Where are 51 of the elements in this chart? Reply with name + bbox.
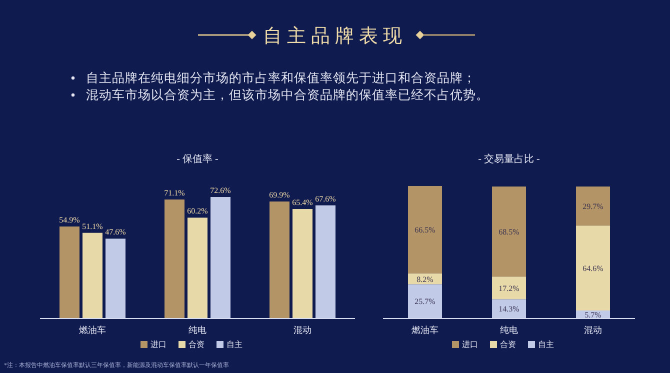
legend-label: 自主	[226, 340, 242, 349]
x-tick-label: 纯电	[188, 325, 206, 336]
text: 自主品牌表现	[263, 25, 407, 47]
data-label: 17.2%	[498, 284, 520, 293]
text: 自主品牌在纯电细分市场的市占率和保值率领先于进口和合资品牌；	[86, 70, 476, 85]
bar	[210, 197, 230, 318]
legend-label: 合资	[188, 340, 204, 349]
x-tick-label: 混动	[294, 325, 312, 336]
data-label: 71.1%	[164, 188, 186, 198]
bar	[492, 276, 526, 300]
bar	[576, 186, 610, 226]
bar	[576, 226, 610, 311]
data-label: 47.6%	[105, 228, 126, 237]
bar	[492, 299, 526, 318]
data-label: 65.4%	[292, 198, 314, 207]
data-label: 67.6%	[315, 194, 336, 204]
bar	[82, 232, 102, 318]
bar	[492, 186, 526, 277]
chart-title: - 交易量占比 -	[478, 153, 540, 165]
data-label: 51.1%	[82, 222, 104, 231]
data-label: 8.2%	[416, 274, 434, 284]
bar	[292, 209, 312, 318]
x-tick-label: 混动	[584, 325, 602, 336]
bar	[408, 186, 442, 274]
x-tick-label: 燃油车	[79, 325, 106, 336]
data-label: 25.7%	[414, 297, 436, 306]
data-label: 68.5%	[498, 228, 520, 237]
legend-label: 进口	[150, 340, 166, 349]
x-tick-label: 燃油车	[412, 325, 438, 336]
data-label: 69.9%	[269, 190, 290, 200]
legend-label: 自主	[538, 340, 554, 349]
bar	[316, 205, 336, 318]
data-label: 66.5%	[414, 226, 436, 235]
bar	[164, 200, 184, 318]
chart-title: - 保值率 -	[176, 153, 218, 165]
legend-label: 进口	[462, 340, 478, 349]
data-label: 64.6%	[582, 264, 604, 274]
data-label: 5.7%	[584, 310, 602, 320]
legend-label: 合资	[500, 340, 516, 349]
bar	[60, 226, 80, 318]
bar	[106, 238, 126, 318]
data-label: 14.3%	[498, 304, 520, 314]
data-label: 60.2%	[187, 206, 208, 216]
x-tick-label: 纯电	[500, 325, 518, 336]
data-label: 29.7%	[582, 202, 604, 212]
bar	[188, 218, 208, 318]
text: 混动车市场以合资为主，但该市场中合资品牌的保值率已经不占优势。	[86, 87, 489, 102]
data-label: 54.9%	[59, 216, 80, 224]
bar	[408, 284, 442, 318]
data-label: 72.6%	[210, 186, 232, 195]
bar	[270, 202, 290, 318]
